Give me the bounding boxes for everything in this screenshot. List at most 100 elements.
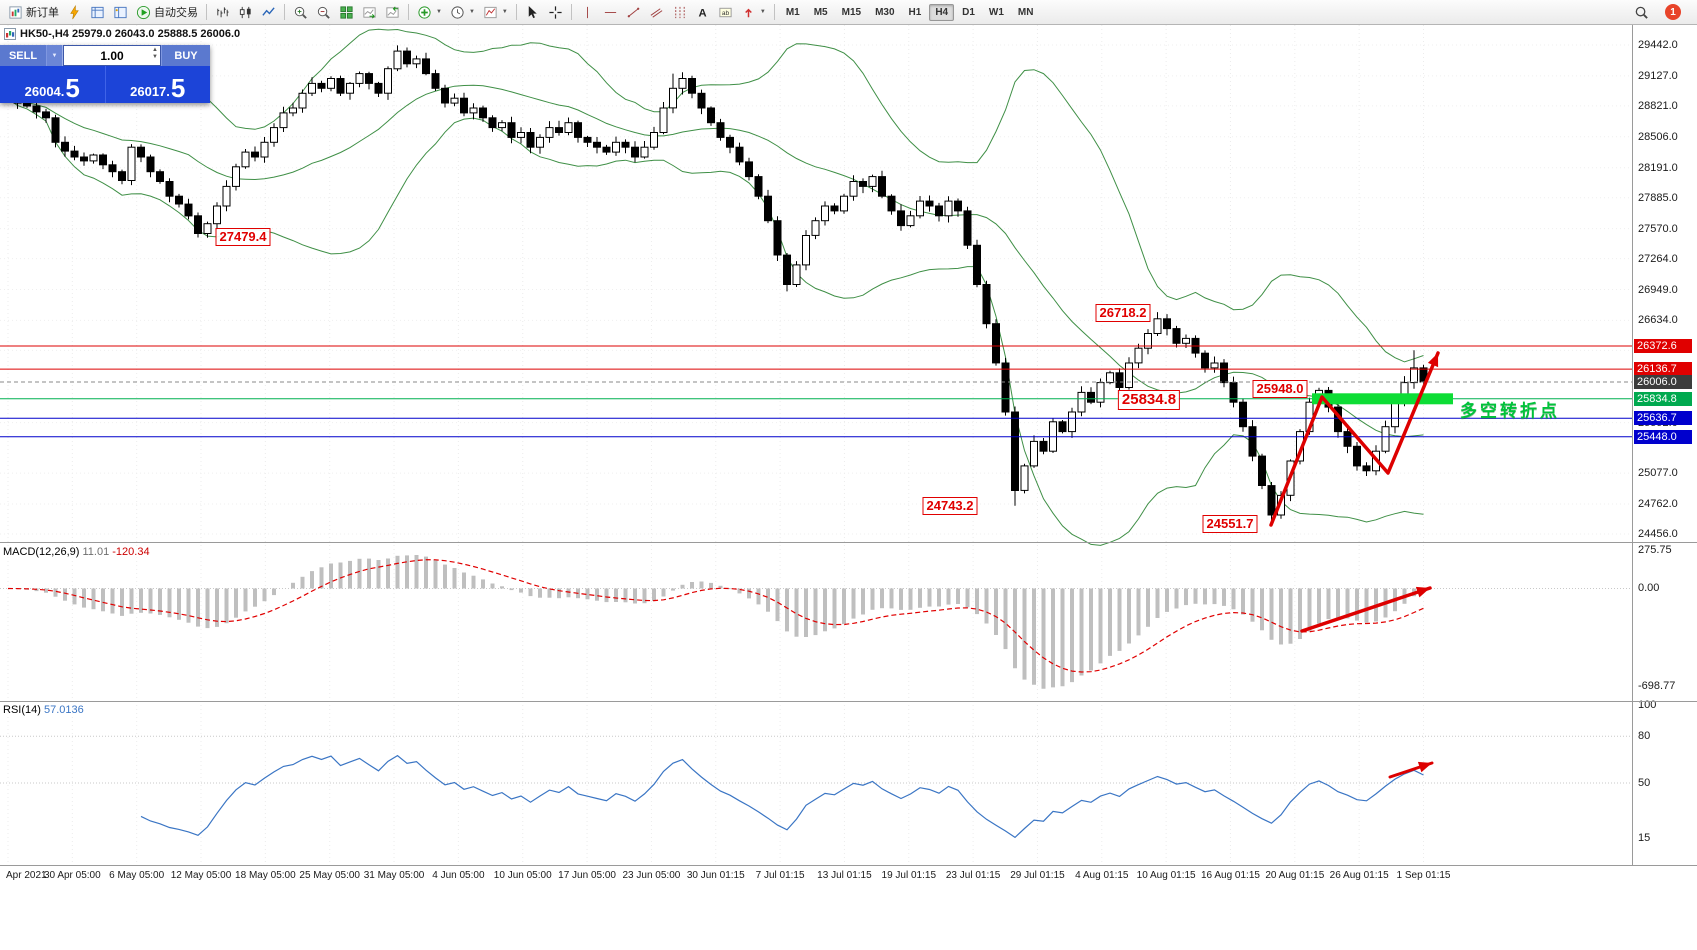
vertical-line-button[interactable] <box>576 1 599 24</box>
volume-spinner[interactable]: ▲ ▼ <box>152 47 158 61</box>
price-tick-label: 26949.0 <box>1638 283 1678 296</box>
arrows-button[interactable]: ▼ <box>737 1 770 24</box>
crosshair-button[interactable] <box>544 1 567 24</box>
chart-canvas[interactable] <box>0 25 1632 865</box>
rsi-axis-label: 80 <box>1638 730 1651 743</box>
navigator-button[interactable] <box>109 1 132 24</box>
macd-axis-label: 0.00 <box>1638 582 1660 595</box>
bar-chart-button[interactable] <box>211 1 234 24</box>
text-button[interactable]: A <box>691 1 714 24</box>
lightning-icon <box>67 4 82 20</box>
chart-window[interactable]: 27479.4 26718.2 25834.8 25948.0 24743.2 24551… <box>0 25 1697 950</box>
candlestick-button[interactable] <box>234 1 257 24</box>
timeframe-mn-button[interactable]: MN <box>1017 6 1034 18</box>
templates-button[interactable]: ▼ <box>479 1 512 24</box>
market-watch-button[interactable] <box>63 1 86 24</box>
spinner-down-icon[interactable]: ▼ <box>152 54 158 60</box>
auto-scroll-button[interactable] <box>358 1 381 24</box>
zoom-out-button[interactable] <box>312 1 335 24</box>
search-button[interactable] <box>1630 1 1653 24</box>
one-click-trading-panel[interactable]: SELL ▼ 1.00 ▲ ▼ BUY 26004. 5 26017. 5 <box>0 45 210 103</box>
cycle-lines-button[interactable] <box>668 1 691 24</box>
rsi-panel-separator[interactable] <box>0 701 1697 702</box>
notifications-button[interactable]: 1 <box>1661 1 1685 24</box>
price-tick-label: 26634.0 <box>1638 314 1678 327</box>
timeframe-m1-button[interactable]: M1 <box>785 6 800 18</box>
time-tick-label: 18 May 05:00 <box>235 870 296 881</box>
zoom-in-button[interactable] <box>289 1 312 24</box>
time-tick-label: 29 Jul 01:15 <box>1010 870 1065 881</box>
macd-signal-value: -120.34 <box>112 546 150 558</box>
new-order-button-label: 新订单 <box>26 7 59 19</box>
buy-price-main: 26017. <box>130 84 170 99</box>
price-tick-label: 25077.0 <box>1638 467 1678 480</box>
periods-button[interactable]: ▼ <box>446 1 479 24</box>
macd-panel-separator[interactable] <box>0 542 1697 543</box>
spinner-up-icon[interactable]: ▲ <box>152 47 158 53</box>
time-tick-label: 23 Jun 05:00 <box>622 870 681 881</box>
data-window-button[interactable] <box>86 1 109 24</box>
equidistant-channel-button[interactable] <box>645 1 668 24</box>
arrows-icon <box>741 5 756 20</box>
chart-shift-button[interactable] <box>381 1 404 24</box>
price-axis[interactable]: 29442.0 29127.0 28821.0 28506.0 28191.0 27885… <box>1632 25 1697 865</box>
autotrading-button[interactable]: 自动交易 <box>132 1 202 24</box>
timeframe-d1-button[interactable]: D1 <box>962 6 975 18</box>
horizontal-line-button[interactable] <box>599 1 622 24</box>
time-tick-label: 4 Aug 01:15 <box>1075 870 1129 881</box>
time-tick-label: 16 Aug 01:15 <box>1200 870 1260 881</box>
timeframe-h4-button[interactable]: H4 <box>929 3 955 21</box>
autotrading-button-label: 自动交易 <box>154 7 198 19</box>
label-icon: ab <box>718 5 733 20</box>
timeframe-m30-button[interactable]: M30 <box>875 6 895 18</box>
trendline-button[interactable] <box>622 1 645 24</box>
sell-price-big-digit: 5 <box>65 73 80 103</box>
rsi-title: RSI(14) <box>3 704 41 716</box>
timeframe-m5-button[interactable]: M5 <box>813 6 828 18</box>
buy-price-big-digit: 5 <box>170 73 186 103</box>
sell-price-main: 26004. <box>24 84 65 99</box>
price-tick-label: 29442.0 <box>1638 39 1678 51</box>
rsi-axis-label: 15 <box>1638 831 1651 844</box>
price-tick-label: 24762.0 <box>1638 497 1678 510</box>
price-badge: 25636.7 <box>1634 411 1692 426</box>
price-tick-label: 28191.0 <box>1638 161 1678 174</box>
line-chart-icon <box>261 5 276 20</box>
time-tick-label: 7 Jul 01:15 <box>755 870 805 881</box>
toolbar-separator <box>515 4 517 20</box>
time-tick-label: 19 Jul 01:15 <box>881 870 937 881</box>
timeframe-w1-button[interactable]: W1 <box>988 6 1004 18</box>
buy-price-button[interactable]: 26017. 5 <box>106 66 211 103</box>
tile-windows-button[interactable] <box>335 1 358 24</box>
sell-button[interactable]: SELL <box>0 45 47 66</box>
line-chart-button[interactable] <box>257 1 280 24</box>
macd-indicator-label: MACD(12,26,9) 11.01 -120.34 <box>3 546 150 558</box>
periods-icon <box>450 5 465 20</box>
sell-price-button[interactable]: 26004. 5 <box>0 66 106 103</box>
crosshair-icon <box>548 5 563 20</box>
volume-field[interactable]: 1.00 ▲ ▼ <box>63 45 161 66</box>
new-order-button[interactable]: 新订单 <box>4 1 63 24</box>
timeframe-m15-button[interactable]: M15 <box>841 6 862 18</box>
price-tick-label: 27885.0 <box>1638 191 1678 204</box>
time-axis[interactable]: Apr 2021 30 Apr 05:00 6 May 05:00 12 May 05… <box>0 865 1697 890</box>
buy-button[interactable]: BUY <box>161 45 210 66</box>
hline-icon <box>603 5 618 20</box>
timeframe-h1-button[interactable]: H1 <box>908 6 922 18</box>
cycle-icon <box>672 5 687 20</box>
time-tick-label: Apr 2021 <box>6 870 47 881</box>
macd-axis-label: 275.75 <box>1638 544 1672 556</box>
tile-windows-icon <box>339 5 354 20</box>
cursor-button[interactable] <box>521 1 544 24</box>
indicators-button[interactable]: ▼ <box>413 1 446 24</box>
zoom-in-icon <box>293 5 308 20</box>
text-label-button[interactable]: ab <box>714 1 737 24</box>
price-tick-label: 24456.0 <box>1638 528 1678 540</box>
chevron-down-icon: ▼ <box>468 9 475 15</box>
cursor-icon <box>525 5 540 20</box>
volume-preset-dropdown[interactable]: ▼ <box>47 45 63 66</box>
toolbar-separator <box>206 4 207 20</box>
chevron-down-icon: ▼ <box>759 9 766 15</box>
rsi-value: 57.0136 <box>43 704 84 716</box>
